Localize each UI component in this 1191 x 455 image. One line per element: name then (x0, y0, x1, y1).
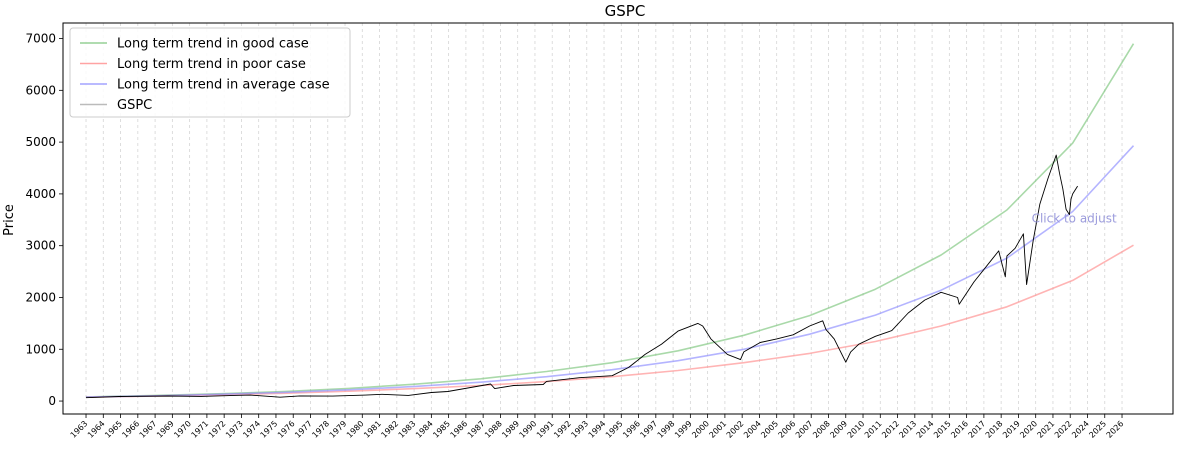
y-axis-label: Price (2, 204, 17, 236)
x-tick-label: 2012 (880, 419, 901, 440)
x-tick-label: 1969 (155, 419, 176, 440)
x-tick-label: 1987 (466, 419, 487, 440)
x-tick-label: 2021 (1036, 419, 1057, 440)
x-tick-label: 1996 (621, 419, 642, 440)
x-tick-label: 2025 (1087, 419, 1108, 440)
x-tick-label: 2015 (932, 419, 953, 440)
x-tick-label: 2013 (897, 419, 918, 440)
x-tick-label: 2022 (1053, 419, 1074, 440)
x-tick-label: 2007 (794, 419, 815, 440)
click-to-adjust-annotation[interactable]: Click to adjust (1032, 211, 1117, 225)
chart-title: GSPC (605, 2, 646, 20)
y-tick-label: 5000 (25, 135, 56, 149)
x-tick-label: 1980 (345, 419, 366, 440)
x-tick-label: 1994 (587, 419, 608, 440)
x-tick-label: 1979 (328, 419, 349, 440)
x-tick-label: 2024 (1070, 419, 1091, 440)
series-line-2 (85, 145, 1135, 398)
x-tick-label: 2018 (984, 419, 1005, 440)
y-tick-label: 1000 (25, 342, 56, 356)
x-tick-label: 2009 (828, 419, 849, 440)
x-tick-label: 1998 (656, 419, 677, 440)
x-tick-label: 1983 (397, 419, 418, 440)
legend-label: GSPC (117, 98, 152, 113)
x-tick-label: 2000 (690, 419, 711, 440)
x-tick-label: 2005 (759, 419, 780, 440)
series-layer (85, 43, 1135, 399)
legend: Long term trend in good case Long term tr… (69, 27, 351, 118)
x-tick-label: 1984 (414, 419, 435, 440)
x-tick-label: 1970 (172, 419, 193, 440)
x-tick-label: 1964 (86, 419, 107, 440)
x-tick-label: 1992 (552, 419, 573, 440)
x-tick-label: 2020 (1018, 419, 1039, 440)
x-tick-label: 2014 (915, 419, 936, 440)
x-tick-label: 1965 (103, 419, 124, 440)
x-tick-label: 1991 (535, 419, 556, 440)
x-tick-label: 2019 (1001, 419, 1022, 440)
y-tick-label: 0 (48, 394, 56, 408)
x-tick-label: 1978 (310, 419, 331, 440)
x-tick-label: 1972 (207, 419, 228, 440)
x-tick-label: 1993 (569, 419, 590, 440)
x-tick-label: 1967 (138, 419, 159, 440)
x-tick-label: 1988 (483, 419, 504, 440)
y-tick-label: 4000 (25, 187, 56, 201)
x-tick-label: 2004 (742, 419, 763, 440)
y-tick-label: 3000 (25, 239, 56, 253)
x-tick-label: 2026 (1105, 419, 1126, 440)
x-tick-label: 1971 (190, 419, 211, 440)
x-tick-label: 1982 (379, 419, 400, 440)
y-tick-label: 7000 (25, 32, 56, 46)
x-tick-label: 1995 (604, 419, 625, 440)
x-tick-label: 2006 (777, 419, 798, 440)
x-tick-label: 1963 (69, 419, 90, 440)
x-tick-label: 2017 (967, 419, 988, 440)
y-tick-label: 2000 (25, 290, 56, 304)
y-tick-layer: 0 1000 2000 3000 4000 5000 6000 7000 (25, 32, 63, 408)
x-tick-label: 2008 (811, 419, 832, 440)
x-tick-label: 1975 (259, 419, 280, 440)
x-tick-label: 2010 (846, 419, 867, 440)
x-tick-label: 1989 (500, 419, 521, 440)
x-tick-label: 1973 (224, 419, 245, 440)
legend-label: Long term trend in average case (117, 78, 330, 93)
x-tick-label: 1966 (120, 419, 141, 440)
series-line-3 (85, 154, 1078, 399)
legend-label: Long term trend in poor case (117, 57, 306, 72)
x-tick-label: 1986 (449, 419, 470, 440)
y-tick-label: 6000 (25, 83, 56, 97)
x-tick-label: 1981 (362, 419, 383, 440)
x-tick-label: 1985 (431, 419, 452, 440)
x-tick-layer: 1963196419651966196719691970197119721973… (69, 414, 1126, 440)
x-tick-label: 1990 (518, 419, 539, 440)
series-line-1 (85, 244, 1134, 398)
x-tick-label: 2011 (863, 419, 884, 440)
x-tick-label: 1974 (241, 419, 262, 440)
x-tick-label: 1997 (638, 419, 659, 440)
plot-frame (62, 22, 1174, 415)
legend-box (69, 27, 351, 118)
x-tick-label: 1977 (293, 419, 314, 440)
x-tick-label: 1999 (673, 419, 694, 440)
x-tick-label: 1976 (276, 419, 297, 440)
x-tick-label: 2002 (725, 419, 746, 440)
x-tick-label: 2001 (708, 419, 729, 440)
x-tick-label: 2016 (949, 419, 970, 440)
legend-label: Long term trend in good case (117, 37, 309, 52)
